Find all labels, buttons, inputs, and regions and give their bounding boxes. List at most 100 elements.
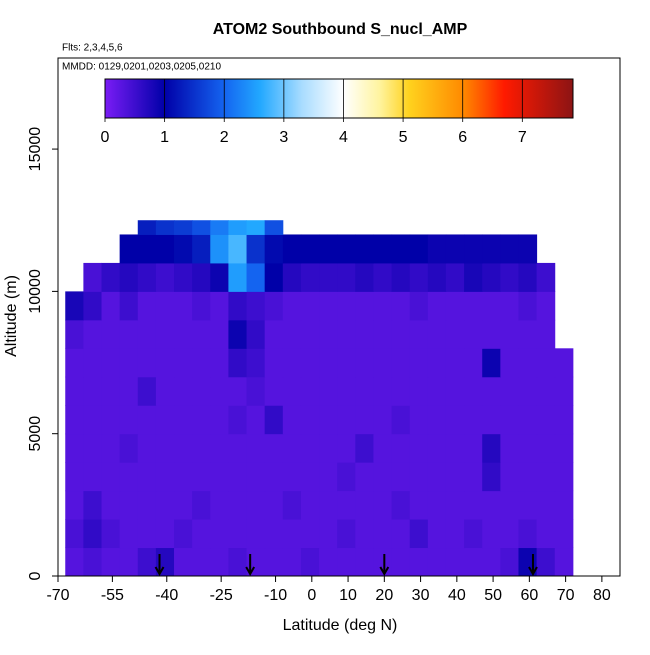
- heat-cell: [518, 234, 538, 264]
- heat-cell: [409, 490, 429, 520]
- heat-cell: [554, 462, 574, 492]
- heat-cell: [119, 433, 139, 463]
- heat-cell: [282, 291, 302, 321]
- heat-cell: [319, 291, 338, 321]
- heat-cell: [391, 348, 411, 378]
- heat-cell: [282, 376, 302, 406]
- heat-cell: [246, 291, 266, 321]
- heat-cell: [174, 291, 193, 321]
- heat-cell: [355, 348, 374, 378]
- heat-cell: [500, 376, 519, 406]
- heat-cell: [210, 405, 229, 435]
- heat-cell: [228, 519, 248, 549]
- heat-cell: [155, 519, 175, 549]
- flight-arrow: [379, 554, 390, 577]
- heat-cell: [482, 547, 501, 577]
- heat-cell: [337, 262, 356, 292]
- heat-cell: [373, 348, 393, 378]
- heat-cell: [464, 519, 483, 549]
- heat-cell: [174, 234, 193, 264]
- heat-cell: [319, 519, 338, 549]
- heat-cell: [482, 291, 501, 321]
- heat-cell: [319, 348, 338, 378]
- heat-cell: [482, 433, 501, 463]
- heat-cell: [65, 433, 84, 463]
- heat-cell: [300, 234, 320, 264]
- heat-cell: [518, 490, 538, 520]
- heat-cell: [355, 376, 374, 406]
- heat-cell: [482, 319, 501, 349]
- heat-cell: [264, 490, 284, 520]
- heat-cell: [174, 462, 193, 492]
- heat-cell: [554, 348, 574, 378]
- heat-cell: [536, 262, 556, 292]
- heat-cell: [409, 405, 429, 435]
- heat-cell: [282, 547, 302, 577]
- heat-cell: [518, 462, 538, 492]
- x-tick-label: 50: [484, 587, 502, 604]
- heat-cell: [373, 519, 393, 549]
- heat-cell: [409, 519, 429, 549]
- heat-cell: [210, 433, 229, 463]
- heat-cell: [464, 490, 483, 520]
- heat-cell: [101, 547, 121, 577]
- heat-cell: [137, 220, 157, 235]
- heat-cell: [536, 490, 556, 520]
- heat-cell: [500, 519, 519, 549]
- heat-cell: [246, 348, 266, 378]
- heat-cell: [518, 291, 538, 321]
- heat-cell: [119, 490, 139, 520]
- heat-cell: [482, 234, 501, 264]
- heat-cell: [192, 519, 211, 549]
- heat-cell: [101, 433, 121, 463]
- colorbar-tick-label: 1: [160, 129, 169, 146]
- heat-cell: [536, 376, 556, 406]
- heat-cell: [319, 234, 338, 264]
- heat-cell: [482, 376, 501, 406]
- heat-cell: [355, 433, 374, 463]
- heat-cell: [409, 262, 429, 292]
- heat-cell: [373, 262, 393, 292]
- x-tick-label: 30: [412, 587, 430, 604]
- heat-cell: [264, 234, 284, 264]
- heat-cell: [264, 262, 284, 292]
- heat-cell: [101, 490, 121, 520]
- heat-cell: [319, 433, 338, 463]
- heat-cell: [137, 376, 157, 406]
- heat-cell: [137, 262, 157, 292]
- heat-cell: [264, 547, 284, 577]
- heat-cell: [246, 220, 266, 235]
- x-tick-label: 80: [593, 587, 611, 604]
- heat-cell: [427, 490, 447, 520]
- heat-cell: [337, 348, 356, 378]
- heat-cell: [210, 376, 229, 406]
- heat-cell: [101, 291, 121, 321]
- heat-cell: [518, 262, 538, 292]
- heat-cell: [482, 462, 501, 492]
- flight-arrow: [528, 554, 538, 577]
- heat-cell: [409, 376, 429, 406]
- x-tick-label: -40: [155, 587, 178, 604]
- heat-cell: [155, 262, 175, 292]
- colorbar: [104, 78, 574, 119]
- heat-cell: [210, 348, 229, 378]
- heat-cell: [101, 405, 121, 435]
- heat-cell: [427, 405, 447, 435]
- heat-cell: [355, 262, 374, 292]
- heat-cell: [337, 319, 356, 349]
- subtitle: MMDD: 0129,0201,0203,0205,0210: [62, 62, 221, 73]
- chart-title: ATOM2 Southbound S_nucl_AMP: [213, 21, 468, 38]
- heat-cell: [65, 291, 84, 321]
- heat-cell: [228, 234, 248, 264]
- heat-cell: [391, 490, 411, 520]
- heat-cell: [464, 462, 483, 492]
- heat-cell: [500, 348, 519, 378]
- heat-cell: [264, 319, 284, 349]
- x-tick-label: 70: [557, 587, 575, 604]
- x-tick-label: 40: [448, 587, 466, 604]
- heat-cell: [65, 490, 84, 520]
- heat-cell: [355, 291, 374, 321]
- heat-cell: [264, 291, 284, 321]
- heat-cell: [192, 462, 211, 492]
- heat-cell: [155, 462, 175, 492]
